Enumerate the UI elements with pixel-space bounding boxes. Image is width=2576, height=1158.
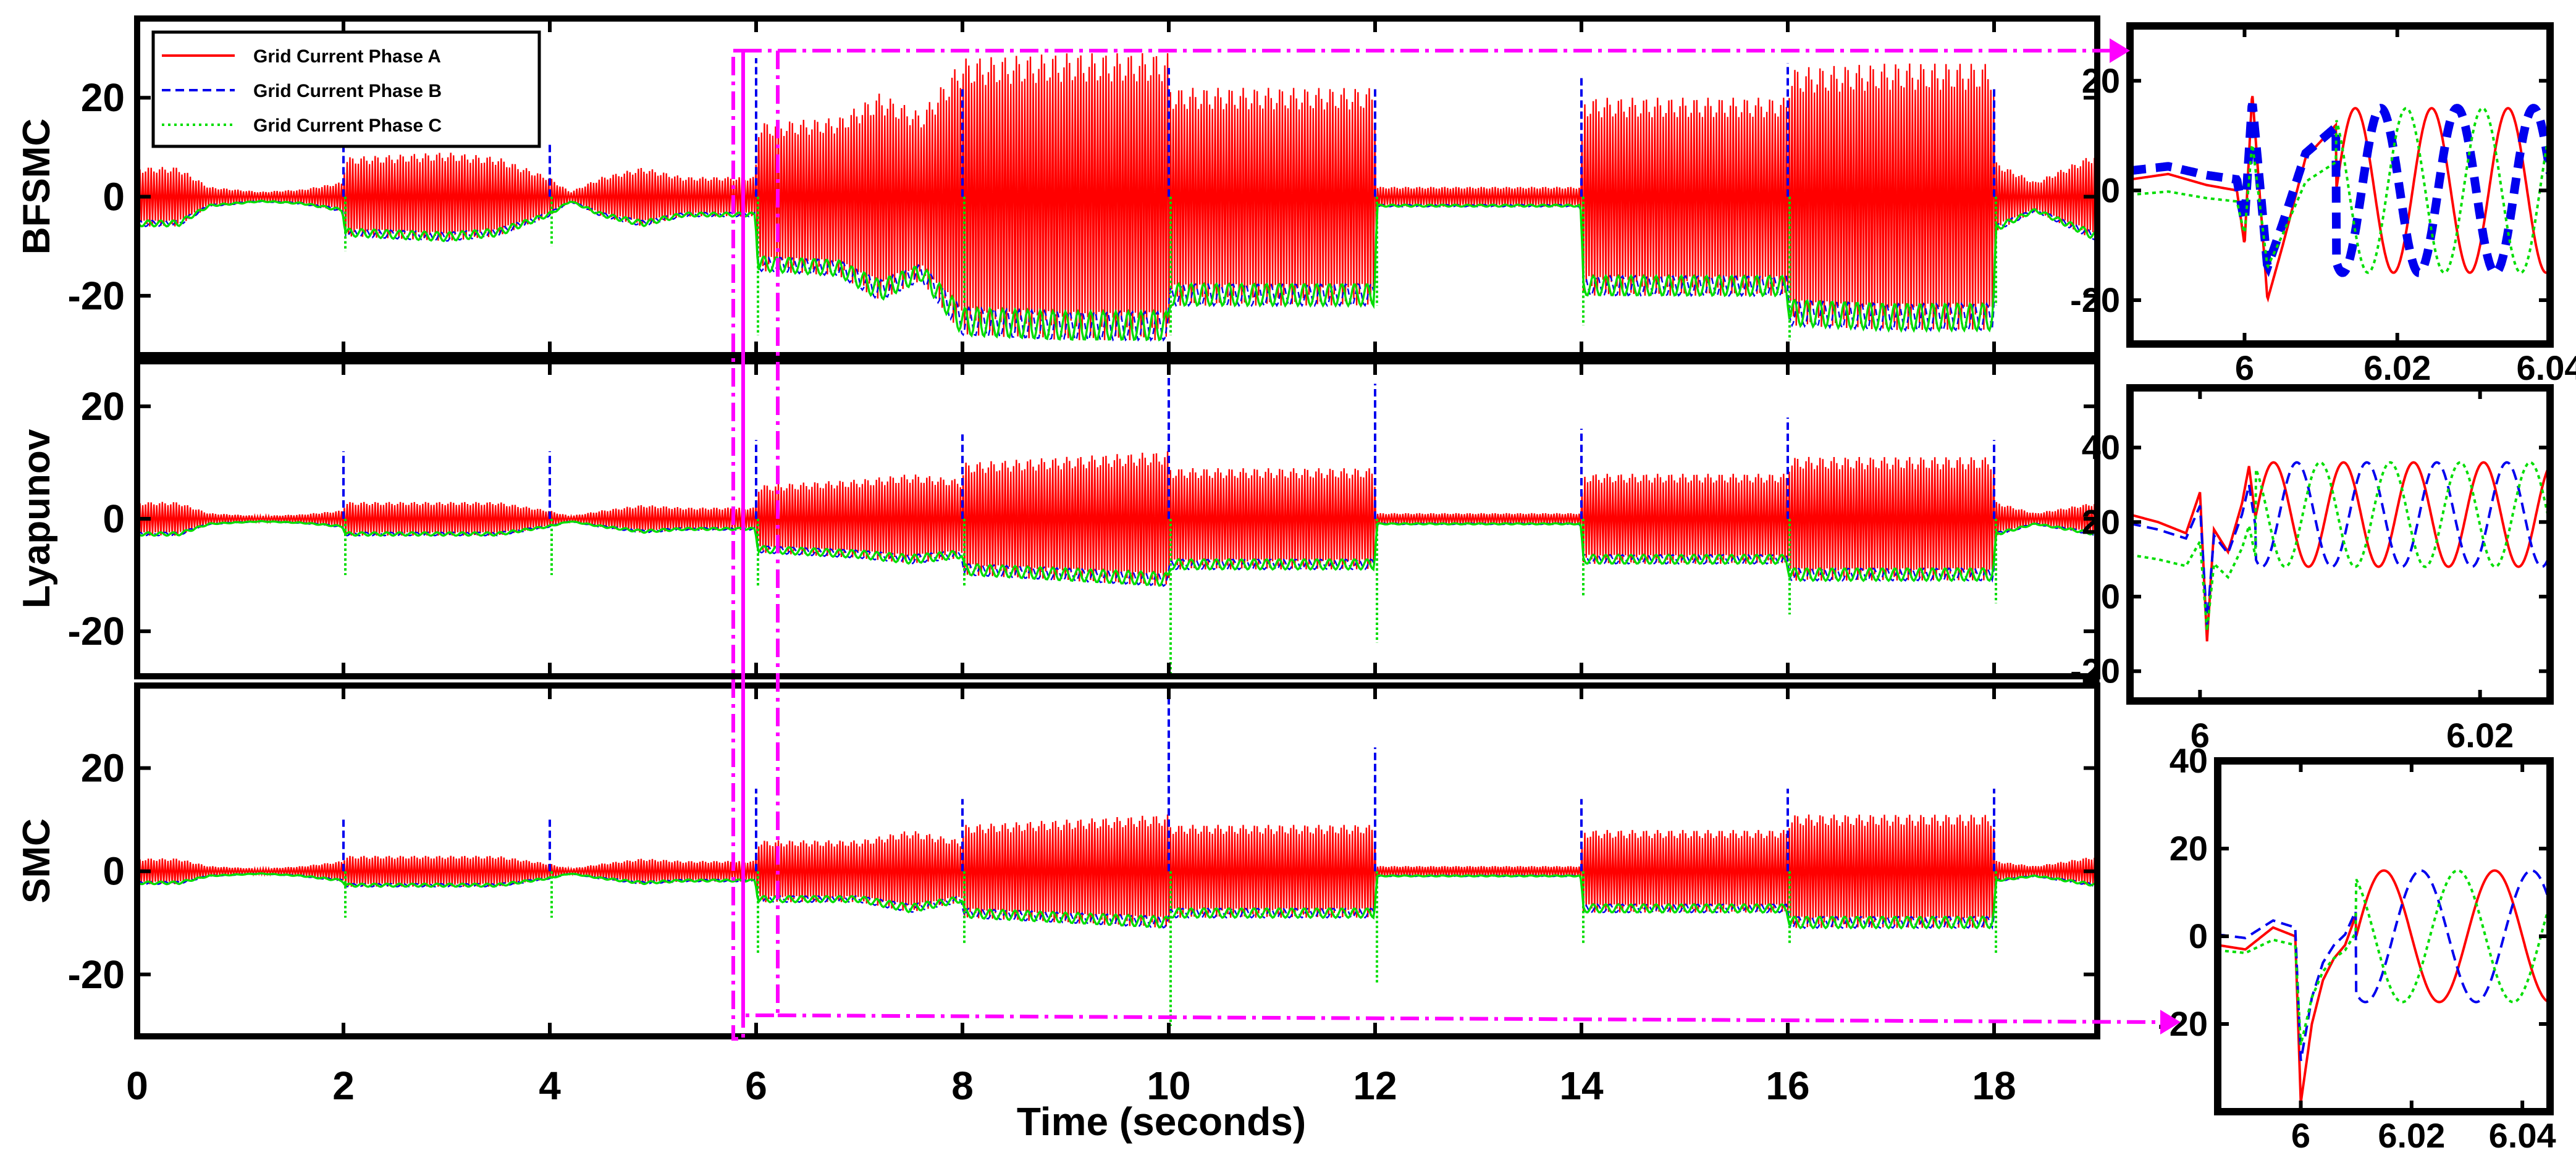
x-tick-label: 16	[1766, 1064, 1809, 1108]
zoom-series-phase-c-0	[2130, 107, 2550, 274]
zoom-window-indicator	[731, 49, 2163, 1041]
zoom-panel-lyapunov: -20 0 20 40 6 6.02	[2070, 384, 2554, 755]
x-axis-tick-labels: 0 2 4 6 8 10 12 14 16 18	[126, 1064, 2016, 1108]
zoom-series-phase-b-2	[2218, 869, 2550, 1061]
zoom-x-tick-label-1: 6.02	[2446, 716, 2514, 755]
zoom-x-tick-label-0: 6.02	[2363, 348, 2431, 387]
series-phase-c-bfsmc	[137, 199, 2097, 342]
zoom-x-tick-label-0: 6	[2235, 348, 2254, 387]
zoom-y-tick-label-2: 40	[2170, 741, 2208, 780]
zoom-series-phase-b-1	[2130, 461, 2550, 626]
zoom-panel-bfsmc-traces	[2130, 96, 2550, 303]
zoom-y-tick-label-0: 20	[2082, 61, 2120, 100]
zoom-panel-bfsmc: -20 0 20 6 6.02 6.04	[2070, 22, 2576, 387]
y-tick-label-lyapunov: 20	[81, 384, 125, 429]
zoom-window-inner	[741, 49, 780, 1017]
zoom-series-phase-a-2	[2218, 869, 2550, 1104]
main-panel-bfsmc-ylabel: BFSMC	[15, 119, 58, 254]
zoom-panel-smc-traces	[2218, 869, 2550, 1104]
x-tick-label: 10	[1147, 1064, 1190, 1108]
zoom-x-tick-label-1: 6	[2191, 716, 2210, 755]
zoom-series-phase-b-0	[2130, 103, 2550, 277]
legend-entry-phase-b: Grid Current Phase B	[253, 81, 442, 101]
y-tick-label-bfsmc: 0	[103, 175, 125, 219]
zoom-panel-lyapunov-frame	[2126, 384, 2554, 705]
zoom-series-phase-a-1	[2130, 461, 2550, 642]
zoom-series-phase-c-2	[2218, 869, 2550, 1046]
main-panel-lyapunov-frame	[134, 358, 2100, 679]
zoom-panel-lyapunov-bg	[2130, 388, 2550, 701]
y-tick-label-smc: -20	[68, 952, 125, 997]
zoom-y-tick-label-0: -20	[2070, 280, 2120, 319]
main-panel-bfsmc-frame	[134, 15, 2100, 358]
zoom-y-tick-label-0: 0	[2101, 170, 2120, 209]
zoom-panel-smc-bg	[2218, 761, 2550, 1112]
series-phase-c-lyapunov	[137, 520, 2097, 587]
x-tick-label: 14	[1559, 1064, 1604, 1108]
zoom-y-tick-label-1: 0	[2101, 577, 2120, 616]
zoom-panel-bfsmc-frame	[2126, 22, 2554, 348]
main-panel-smc: -20 0 20 SMC	[15, 682, 2100, 1039]
y-tick-label-smc: 20	[81, 746, 125, 791]
y-tick-label-bfsmc: 20	[81, 75, 125, 120]
x-tick-label: 4	[539, 1064, 561, 1108]
y-tick-label-bfsmc: -20	[68, 274, 125, 318]
zoom-panel-bfsmc-bg	[2130, 26, 2550, 344]
zoom-y-tick-label-2: 0	[2189, 917, 2208, 955]
main-panel-smc-traces	[137, 686, 2097, 1036]
x-tick-label: 2	[332, 1064, 355, 1108]
main-panel-lyapunov-ylabel: Lyapunov	[15, 429, 58, 608]
zoom-panel-lyapunov-traces	[2130, 461, 2550, 642]
zoom-connector-bottom	[777, 1013, 2163, 1024]
x-axis-label: Time (seconds)	[1017, 1099, 1306, 1144]
series-phase-a-bfsmc	[137, 53, 2097, 340]
main-panel-bfsmc-traces	[137, 19, 2097, 355]
x-tick-label: 6	[745, 1064, 767, 1108]
y-tick-label-lyapunov: 0	[103, 497, 125, 541]
zoom-x-tick-label-2: 6.02	[2378, 1116, 2445, 1155]
x-tick-label: 8	[951, 1064, 974, 1108]
zoom-panel-bfsmc-ticks: -20 0 20 6 6.02 6.04	[2070, 26, 2576, 387]
zoom-x-tick-label-0: 6.04	[2517, 348, 2576, 387]
zoom-x-tick-label-2: 6	[2291, 1116, 2310, 1155]
x-tick-label: 12	[1353, 1064, 1397, 1108]
main-panel-smc-frame	[134, 682, 2100, 1039]
zoom-window-outer	[731, 49, 745, 1041]
x-tick-label: 0	[126, 1064, 148, 1108]
y-tick-label-smc: 0	[103, 849, 125, 894]
main-panel-lyapunov: -20 0 20 Lyapunov	[15, 358, 2100, 679]
zoom-y-tick-label-1: -20	[2070, 652, 2120, 690]
legend-entry-phase-c: Grid Current Phase C	[253, 115, 442, 136]
series-phase-c-smc	[137, 872, 2097, 929]
zoom-panel-smc-frame	[2214, 757, 2554, 1115]
x-tick-label: 18	[1972, 1064, 2016, 1108]
zoom-y-tick-label-1: 40	[2082, 428, 2120, 467]
zoom-connector-top-arrowhead	[2110, 38, 2130, 63]
y-tick-label-lyapunov: -20	[68, 609, 125, 653]
zoom-panel-lyapunov-ticks: -20 0 20 40 6 6.02	[2070, 388, 2550, 755]
zoom-x-tick-label-2: 6.04	[2489, 1116, 2556, 1155]
zoom-connector-bottom-arrowhead	[2160, 1010, 2181, 1034]
series-phase-a-smc	[137, 814, 2097, 928]
series-phase-a-lyapunov	[137, 451, 2097, 586]
legend-entry-phase-a: Grid Current Phase A	[253, 46, 441, 67]
zoom-y-tick-label-1: 20	[2082, 502, 2120, 541]
legend: Grid Current Phase A Grid Current Phase …	[151, 30, 541, 148]
zoom-y-tick-label-2: 20	[2170, 829, 2208, 868]
main-panel-lyapunov-traces	[137, 361, 2097, 676]
main-panel-smc-ylabel: SMC	[15, 818, 58, 904]
